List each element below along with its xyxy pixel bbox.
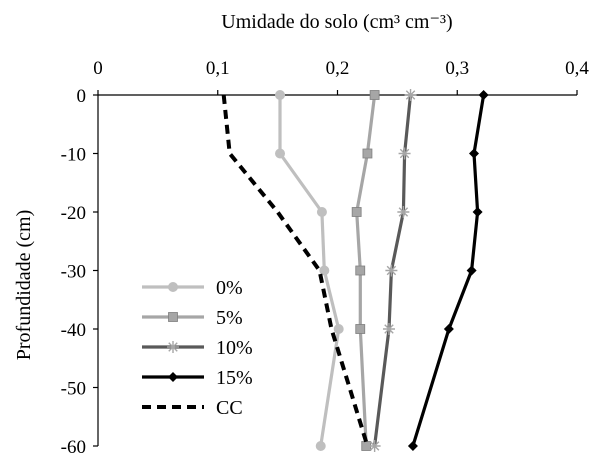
legend-marker-0pct [168,282,178,292]
y-tick-label: -10 [61,145,86,166]
series-line-15pct [411,93,486,448]
axis-layer: 0 0,1 0,2 0,3 0,4 0 -10 -20 -30 -40 -50 -60 [61,58,590,458]
data-point-0pct [333,324,344,334]
x-tick-label: 0 [93,58,103,79]
series-10pct [368,89,417,452]
data-point-15pct [443,324,454,334]
data-point-0pct [275,148,286,159]
series-line-10pct [373,93,413,448]
x-tick-label: 0,3 [445,58,469,79]
data-point-10pct [385,264,398,277]
y-tick-label: -20 [61,203,86,224]
data-point-15pct [469,148,480,159]
series-0pct [275,90,344,451]
data-point-10pct [397,206,410,218]
data-point-5pct [351,207,362,217]
data-point-10pct [382,323,395,335]
legend-item-0pct: 0% [142,277,243,299]
data-point-0pct [316,207,327,217]
data-point-0pct [319,265,330,276]
x-tick-label: 0,2 [326,58,350,79]
data-point-5pct [369,90,380,100]
series-15pct [407,90,489,451]
y-tick-label: -50 [61,379,86,400]
legend-label-5pct: 5% [216,307,243,329]
legend-label-cc: CC [216,397,243,419]
series-5pct [351,90,380,451]
data-point-5pct [355,265,366,276]
legend-item-10pct: 10% [142,337,253,359]
y-tick-label: -30 [61,262,86,283]
x-tick-label: 0,4 [565,58,589,79]
legend-label-0pct: 0% [216,277,243,299]
series-line-0pct [278,93,341,448]
data-point-5pct [362,148,373,159]
series-layer [221,89,489,452]
legend-label-10pct: 10% [216,337,253,359]
data-point-10pct [404,89,417,101]
y-tick-label: -60 [61,437,86,453]
series-line-5pct [355,93,377,448]
legend-marker-10pct [167,341,179,353]
data-point-15pct [478,90,489,100]
data-point-15pct [472,207,483,217]
data-point-15pct [466,265,477,276]
legend-marker-5pct [168,312,178,322]
y-tick-label: 0 [77,86,87,107]
data-point-5pct [355,324,366,334]
legend: 0% 5% 10% 15% CC [142,277,253,419]
legend-item-5pct: 5% [142,307,243,329]
data-point-10pct [368,440,381,452]
x-tick-label: 0,1 [206,58,230,79]
series-cc [221,94,370,447]
legend-marker-15pct [168,372,178,382]
y-axis-title: Profundidade (cm) [13,210,35,361]
x-axis-title: Umidade do solo (cm³ cm⁻³) [221,11,452,33]
series-line-cc [221,94,370,447]
legend-item-15pct: 15% [142,367,253,389]
data-point-0pct [315,441,326,451]
legend-label-15pct: 15% [216,367,253,389]
data-point-15pct [407,441,418,451]
data-point-10pct [398,147,411,160]
legend-item-cc: CC [142,397,243,419]
y-tick-label: -40 [61,320,86,341]
data-point-0pct [275,90,286,100]
